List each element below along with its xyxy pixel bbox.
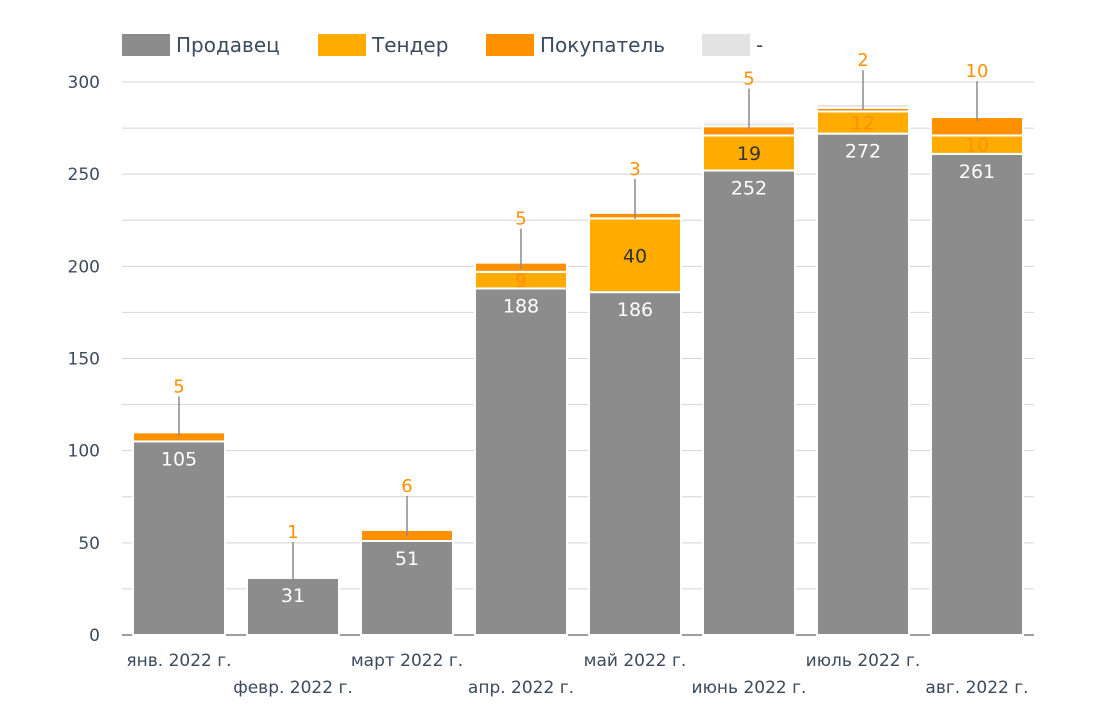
x-tick-label: май 2022 г. — [584, 651, 687, 671]
data-label: 40 — [623, 245, 647, 267]
y-tick-label: 300 — [68, 73, 100, 93]
bar-segment — [702, 134, 796, 172]
data-label: 5 — [743, 69, 754, 90]
x-tick-label: март 2022 г. — [351, 651, 463, 671]
data-label: 12 — [851, 113, 875, 135]
bar-segment — [702, 169, 796, 636]
y-tick-label: 150 — [68, 350, 100, 370]
y-tick-label: 50 — [78, 534, 100, 554]
bar-segment — [930, 152, 1024, 636]
x-tick-label: июль 2022 г. — [806, 651, 921, 671]
y-tick-label: 200 — [68, 257, 100, 277]
data-label: 51 — [395, 548, 419, 570]
bar-segment — [588, 291, 682, 636]
legend-label: Продавец — [176, 33, 280, 57]
y-tick-label: 100 — [68, 442, 100, 462]
data-label: 252 — [731, 177, 767, 199]
data-label: 188 — [503, 295, 539, 317]
data-label: 10 — [966, 61, 989, 82]
bar-segment — [588, 217, 682, 294]
legend-swatch — [318, 34, 366, 56]
data-label: 10 — [965, 135, 989, 157]
x-tick-label: янв. 2022 г. — [126, 651, 231, 671]
data-label: 6 — [401, 476, 412, 497]
data-label: 9 — [515, 270, 527, 292]
legend-label: Тендер — [371, 33, 448, 57]
bar-segment — [132, 440, 226, 637]
x-tick-label: февр. 2022 г. — [233, 678, 353, 698]
y-tick-label: 250 — [68, 165, 100, 185]
data-label: 2 — [857, 50, 868, 71]
legend-swatch — [486, 34, 534, 56]
bar-segment — [474, 287, 568, 636]
x-tick-label: авг. 2022 г. — [925, 678, 1028, 698]
bar-segment — [816, 132, 910, 636]
data-label: 5 — [515, 209, 526, 230]
x-tick-label: июнь 2022 г. — [692, 678, 807, 698]
x-tick-label: апр. 2022 г. — [468, 678, 574, 698]
data-label: 261 — [959, 161, 995, 183]
data-label: 186 — [617, 299, 653, 321]
data-label: 5 — [173, 376, 184, 397]
legend-swatch — [702, 34, 750, 56]
data-label: 31 — [281, 585, 305, 607]
legend-swatch — [122, 34, 170, 56]
data-label: 1 — [287, 522, 298, 543]
data-label: 3 — [629, 159, 640, 180]
y-tick-label: 0 — [89, 626, 100, 646]
legend-label: Покупатель — [540, 33, 665, 57]
legend-label: - — [756, 33, 763, 57]
data-label: 19 — [737, 143, 761, 165]
data-label: 272 — [845, 141, 881, 163]
data-label: 105 — [161, 448, 197, 470]
